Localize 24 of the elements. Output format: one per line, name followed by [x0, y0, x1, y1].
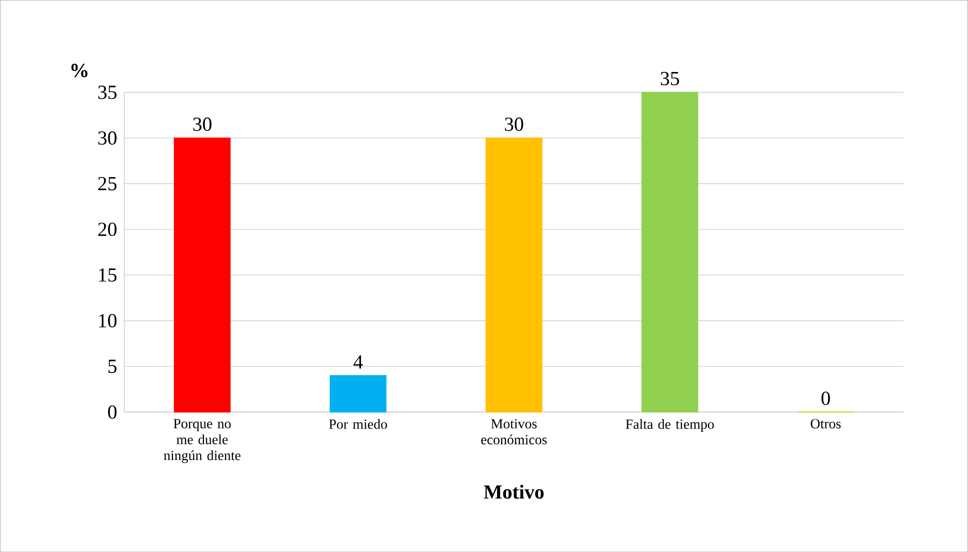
x-axis-title: Motivo — [484, 484, 544, 499]
y-tick-label: 30 — [98, 131, 117, 145]
y-axis-title: % — [71, 64, 88, 78]
data-label: 0 — [821, 391, 830, 405]
x-tick-label: Falta de tiempo — [626, 418, 714, 432]
y-tick-label: 35 — [98, 85, 116, 99]
bar — [174, 137, 231, 412]
y-tick-label: 5 — [108, 360, 116, 373]
bar — [641, 92, 698, 412]
y-tick-label: 0 — [108, 405, 117, 419]
x-tick-label: Porque no me duele ningún diente — [164, 418, 240, 463]
y-tick-label: 15 — [99, 268, 116, 282]
data-label: 30 — [193, 117, 212, 131]
x-tick-label: Por miedo — [329, 418, 387, 429]
data-label: 30 — [504, 117, 524, 131]
y-tick-label: 25 — [98, 176, 116, 190]
bar — [330, 374, 386, 412]
x-tick-label: Motivos económicos — [481, 418, 547, 444]
x-tick-label: Otros — [810, 418, 841, 428]
data-label: 4 — [354, 355, 363, 368]
data-label: 35 — [660, 72, 680, 86]
y-tick-label: 10 — [99, 314, 117, 328]
bar — [486, 137, 542, 412]
y-tick-label: 20 — [98, 222, 117, 236]
